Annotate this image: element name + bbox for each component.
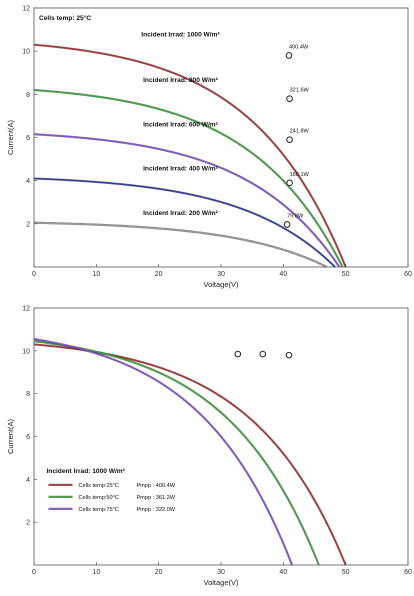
mpp-marker-3 bbox=[234, 350, 242, 358]
y-tick-label: 10 bbox=[22, 348, 30, 355]
mpp-marker-3 bbox=[286, 136, 293, 143]
legend-pmpp-1: Pmpp : 400.4W bbox=[136, 483, 175, 489]
x-tick-label: 60 bbox=[404, 569, 412, 576]
y-tick-label: 4 bbox=[26, 477, 30, 484]
irradiance-label-2: Incident Irrad: 800 W/m² bbox=[143, 77, 219, 84]
series-line-5 bbox=[33, 222, 328, 268]
series-line-1 bbox=[33, 44, 347, 268]
y-axis-title: Current(A) bbox=[6, 418, 15, 454]
mpp-marker-5 bbox=[283, 221, 291, 228]
irradiance-label-1: Incident Irrad: 1000 W/m² bbox=[141, 32, 220, 39]
legend-pmpp-2: Pmpp : 361.2W bbox=[136, 495, 175, 501]
y-tick-label: 12 bbox=[22, 6, 30, 13]
x-tick-label: 0 bbox=[32, 569, 36, 576]
chart-panel-1: 0 10 20 30 40 50 60 2 4 6 8 10 12 Voltage(V) Current(A… bbox=[6, 6, 412, 290]
x-tick-label: 30 bbox=[217, 271, 225, 278]
x-tick-label: 0 bbox=[32, 271, 36, 278]
y-tick-label: 8 bbox=[26, 92, 30, 99]
x-tick-label: 50 bbox=[342, 271, 350, 278]
x-tick-label: 60 bbox=[404, 271, 412, 278]
legend-pmpp-3: Pmpp : 322.0W bbox=[136, 507, 175, 513]
mpp-marker-1 bbox=[285, 351, 293, 359]
x-tick-label: 10 bbox=[92, 569, 100, 576]
mpp-power-label-2: 321.6W bbox=[290, 88, 310, 94]
series-line-shadow-4 bbox=[33, 177, 336, 268]
legend-series-name-1: Cells temp:25°C bbox=[78, 483, 118, 489]
x-axis-title: Voltage(V) bbox=[203, 578, 239, 587]
mpp-marker-4 bbox=[286, 179, 293, 187]
mpp-marker-1 bbox=[285, 52, 293, 59]
irradiance-label-3: Incident Irrad: 600 W/m² bbox=[143, 121, 219, 128]
cells-temp-label: Cells temp: 25°C bbox=[39, 14, 91, 22]
x-tick-label: 20 bbox=[155, 569, 163, 576]
x-tick-label: 10 bbox=[92, 271, 100, 278]
x-tick-label: 40 bbox=[279, 271, 287, 278]
x-tick-label: 40 bbox=[279, 569, 287, 576]
series-line-shadow-5 bbox=[33, 221, 328, 268]
y-tick-label: 2 bbox=[26, 520, 30, 527]
legend-title: Incident Irrad: 1000 W/m² bbox=[46, 468, 125, 475]
legend-series-name-2: Cells temp:50°C bbox=[78, 495, 118, 501]
series-line-2 bbox=[33, 89, 344, 268]
y-tick-label: 2 bbox=[26, 221, 30, 228]
series-line-shadow-3 bbox=[33, 133, 341, 268]
x-tick-label: 50 bbox=[342, 569, 350, 576]
series-line-shadow-2 bbox=[33, 88, 344, 268]
y-tick-label: 4 bbox=[26, 178, 30, 185]
y-tick-label: 8 bbox=[26, 391, 30, 398]
irradiance-label-4: Incident Irrad: 400 W/m² bbox=[143, 166, 219, 173]
y-tick-label: 6 bbox=[26, 135, 30, 142]
mpp-power-label-3: 241.8W bbox=[290, 129, 310, 135]
series-line-3 bbox=[33, 338, 293, 566]
mpp-power-label-4: 160.1W bbox=[290, 172, 310, 178]
irradiance-label-5: Incident Irrad: 200 W/m² bbox=[143, 210, 219, 217]
x-axis-title: Voltage(V) bbox=[203, 280, 239, 289]
y-tick-label: 12 bbox=[22, 306, 30, 313]
series-line-4 bbox=[33, 177, 336, 268]
x-tick-label: 30 bbox=[217, 569, 225, 576]
series-line-1 bbox=[33, 343, 347, 566]
series-line-3 bbox=[33, 133, 340, 268]
mpp-marker-2 bbox=[286, 95, 293, 102]
mpp-marker-2 bbox=[259, 350, 267, 358]
chart-panel-2: 0 10 20 30 40 50 60 2 4 6 8 10 12 Voltage(V) Current(A… bbox=[6, 306, 412, 588]
y-axis-title: Current(A) bbox=[6, 119, 15, 155]
y-tick-label: 6 bbox=[26, 434, 30, 441]
legend-series-name-3: Cells temp:75°C bbox=[78, 507, 118, 513]
mpp-power-label-1: 400.4W bbox=[289, 44, 309, 50]
mpp-power-label-5: 79.8W bbox=[287, 213, 304, 219]
series-line-shadow-1 bbox=[33, 343, 347, 566]
x-tick-label: 20 bbox=[155, 271, 163, 278]
series-line-shadow-3 bbox=[33, 337, 294, 566]
y-tick-label: 10 bbox=[22, 49, 30, 56]
